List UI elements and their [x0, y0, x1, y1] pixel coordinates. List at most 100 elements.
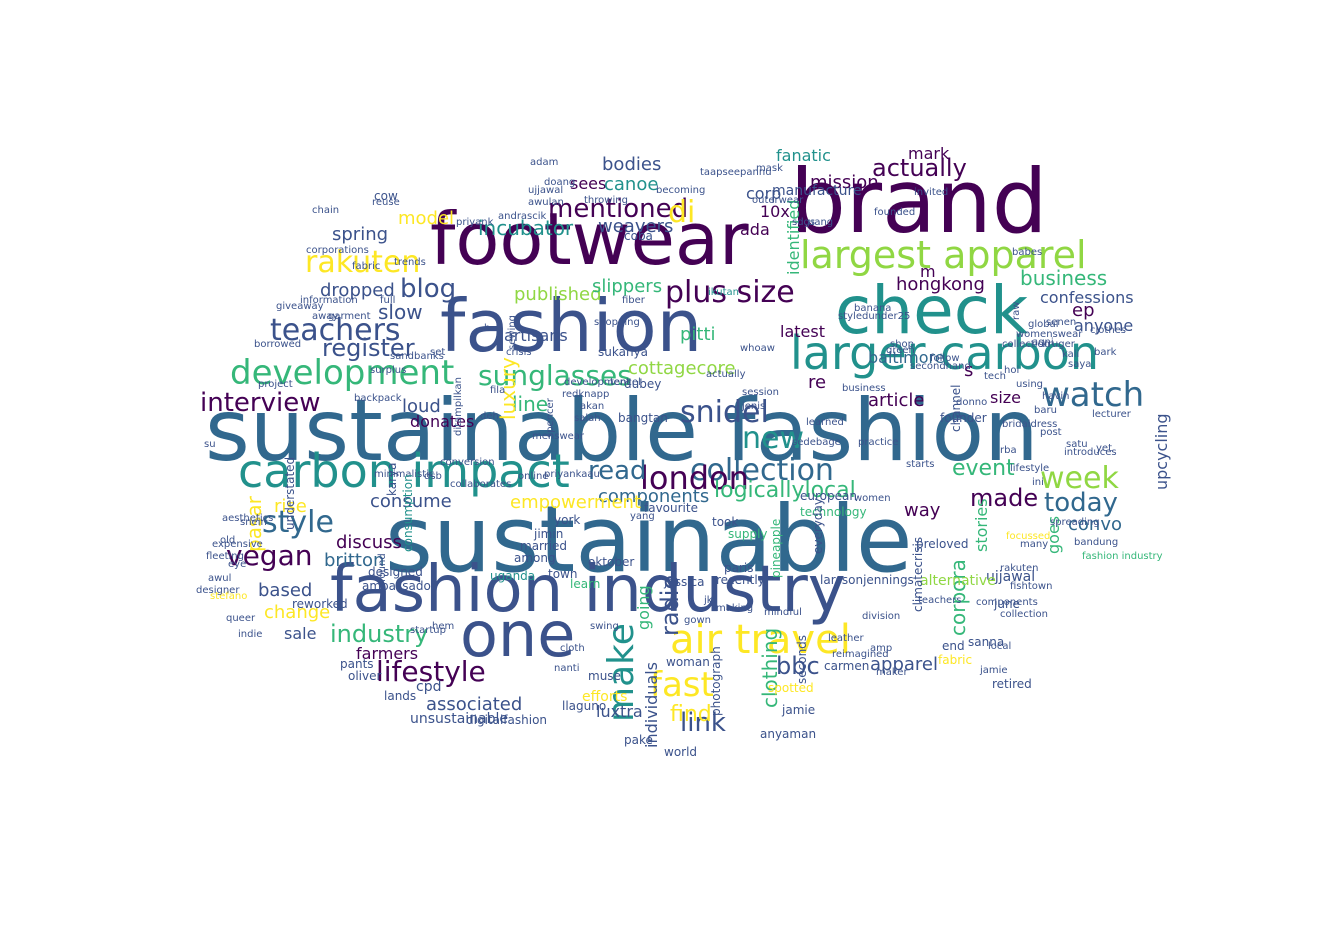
cloud-word: blog [400, 274, 457, 304]
cloud-word: fabric [352, 261, 381, 272]
cloud-word: startup [410, 625, 446, 636]
cloud-word: senen [1046, 317, 1077, 328]
cloud-word: sale [284, 624, 317, 643]
cloud-word: uang [808, 217, 834, 228]
cloud-word: cloth [560, 643, 585, 654]
cloud-word: loud [402, 396, 441, 417]
cloud-word: sustainable fashion [205, 381, 1039, 481]
cloud-word: published [514, 284, 602, 305]
cloud-word: collection [690, 453, 834, 488]
cloud-word: air travel [670, 617, 851, 663]
cloud-word: clothing [758, 627, 782, 708]
cloud-word: incubator [478, 216, 574, 240]
cloud-word: garment [328, 311, 371, 322]
cloud-word: hoi [1004, 365, 1020, 376]
cloud-word: snein [240, 517, 267, 528]
cloud-word: re [808, 372, 827, 393]
cloud-word: global [1028, 319, 1059, 330]
cloud-word: found [377, 553, 388, 582]
cloud-word: practice [858, 437, 899, 448]
cloud-word: maker [876, 667, 908, 678]
cloud-word: rba [1000, 445, 1017, 456]
cloud-word: bangtan [618, 411, 668, 425]
cloud-word: designer [196, 585, 240, 596]
cloud-word: preloved [916, 537, 969, 551]
cloud-word: find [670, 702, 712, 727]
cloud-word: anyaman [760, 727, 817, 741]
cloud-word: brand [790, 150, 1048, 253]
cloud-word: shop [890, 339, 915, 350]
cloud-word: check [835, 272, 1029, 349]
cloud-word: larssonjennings [820, 573, 914, 587]
cloud-word: cow [374, 189, 398, 203]
cloud-word: learned [806, 417, 844, 428]
cloud-word: married [520, 539, 568, 553]
cloud-word: model [398, 208, 455, 229]
cloud-word: change [264, 602, 331, 623]
cloud-word: rise [274, 496, 307, 517]
cloud-word: conversion [440, 457, 495, 468]
cloud-word: expensive [212, 539, 263, 550]
cloud-word: hongkong [896, 274, 985, 295]
cloud-word: surplus [370, 365, 407, 376]
cloud-word: sanna [968, 635, 1005, 649]
cloud-word: alternative [920, 573, 996, 589]
cloud-word: cpd [416, 679, 442, 695]
cloud-word: favourite [644, 501, 698, 515]
cloud-word: raw [1011, 301, 1022, 320]
cloud-word: dsb [424, 471, 442, 482]
cloud-word: minimalistic [374, 469, 435, 480]
cloud-word: fashion industry [1082, 551, 1163, 562]
cloud-word: consumption [401, 474, 415, 552]
cloud-word: business [1020, 266, 1108, 290]
cloud-word: babes [1012, 247, 1043, 258]
cloud-word: jamie [980, 665, 1008, 676]
cloud-word: fabric [938, 653, 973, 667]
cloud-word: focussed [1006, 531, 1051, 542]
cloud-word: components [598, 486, 710, 507]
cloud-word: jenis [742, 401, 766, 412]
cloud-word: borrowed [254, 339, 302, 350]
cloud-word: lifestyle [376, 655, 486, 688]
cloud-word: women [854, 493, 891, 504]
cloud-word: retired [992, 677, 1032, 691]
cloud-word: canoe [604, 174, 659, 195]
cloud-word: actually [706, 369, 746, 380]
cloud-word: footwear [430, 197, 749, 281]
cloud-word: supply [728, 527, 768, 541]
cloud-word: register [322, 334, 415, 362]
cloud-word: saya [1068, 359, 1092, 370]
cloud-word: pake [624, 733, 653, 747]
cloud-word: cottagecore [628, 358, 736, 379]
cloud-word: oliver [348, 669, 382, 683]
cloud-word: gown [684, 615, 711, 626]
cloud-word: ini [1032, 477, 1044, 488]
cloud-word: menswear [532, 431, 585, 442]
cloud-word: ambassador [362, 579, 436, 593]
cloud-word: giveaway [276, 301, 324, 312]
cloud-word: online [518, 471, 549, 482]
cloud-word: pineapple [769, 518, 783, 578]
cloud-word: carbon impact [238, 444, 570, 498]
cloud-word: ada [740, 220, 770, 239]
cloud-word: lands [384, 689, 417, 703]
cloud-word: oktober [588, 555, 635, 569]
cloud-word: based [258, 580, 313, 601]
cloud-word: way [904, 500, 941, 521]
cloud-word: kali [1062, 349, 1080, 360]
cloud-word: one [460, 598, 576, 671]
cloud-word: upcycling [1152, 413, 1171, 490]
cloud-word: snidel [680, 395, 769, 430]
cloud-word: amp [870, 643, 893, 654]
cloud-word: adam [530, 157, 559, 168]
cloud-word: slow [378, 300, 423, 324]
cloud-word: spreading [1050, 517, 1100, 528]
cloud-word: paris [724, 561, 754, 575]
cloud-word: jkt [704, 595, 717, 606]
cloud-word: uganda [490, 569, 536, 583]
cloud-word: jimin [534, 527, 564, 541]
cloud-word: technology [800, 505, 867, 519]
cloud-word: reimagined [832, 649, 889, 660]
cloud-word: making [716, 603, 754, 614]
